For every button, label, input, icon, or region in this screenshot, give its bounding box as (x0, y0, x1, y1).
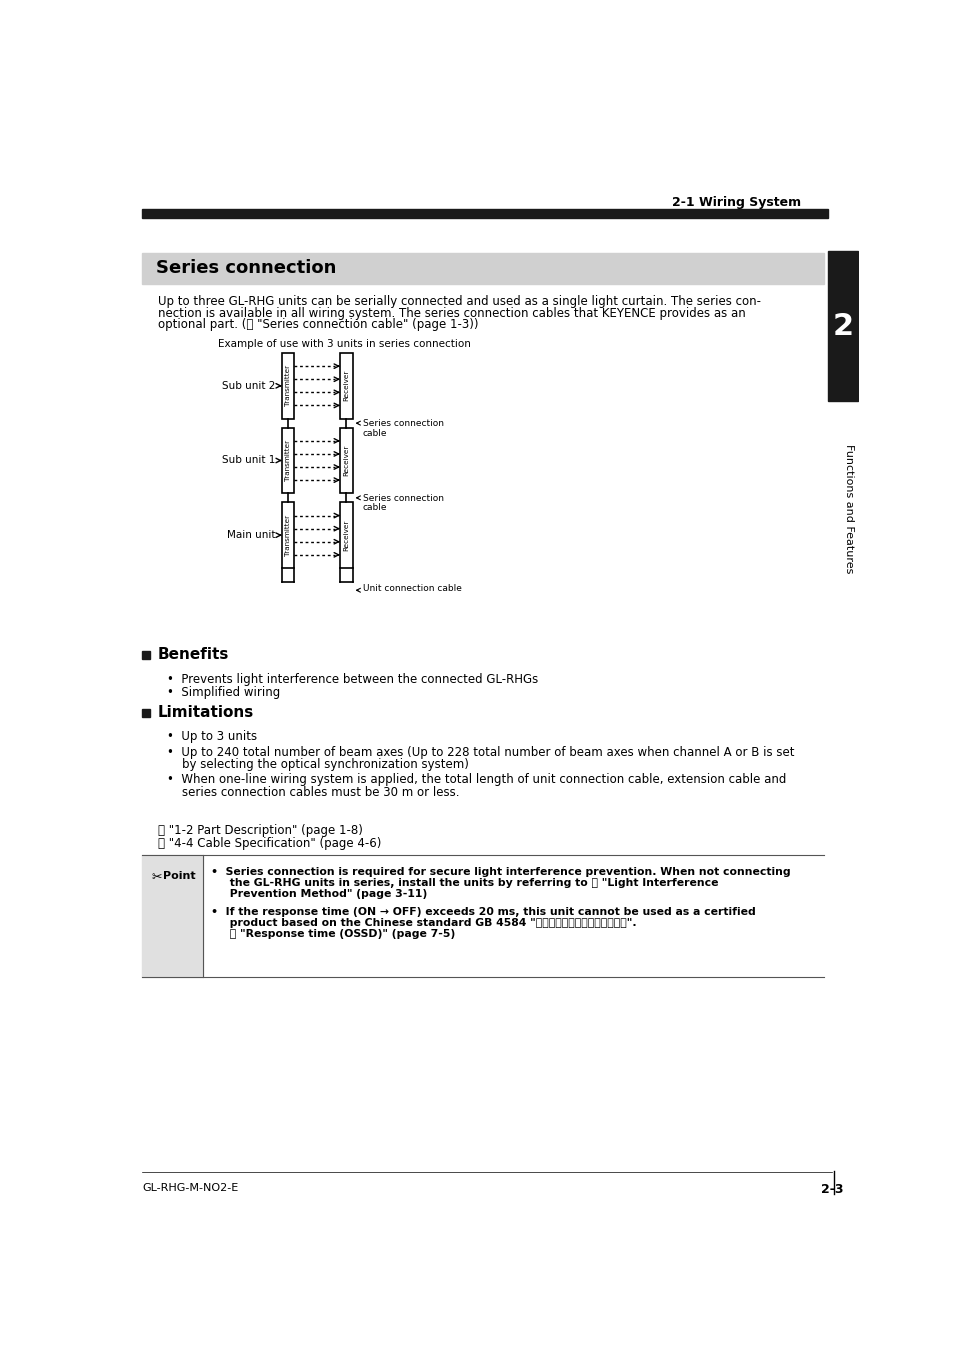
Text: Point: Point (163, 870, 196, 881)
Text: 2-1 Wiring System: 2-1 Wiring System (672, 196, 801, 208)
Text: •  Series connection is required for secure light interference prevention. When : • Series connection is required for secu… (211, 867, 789, 877)
Text: Transmitter: Transmitter (285, 440, 291, 481)
Text: •  If the response time (ON → OFF) exceeds 20 ms, this unit cannot be used as a : • If the response time (ON → OFF) exceed… (211, 908, 755, 917)
Bar (142, 253, 823, 284)
Text: series connection cables must be 30 m or less.: series connection cables must be 30 m or… (167, 786, 459, 798)
Text: Unit connection cable: Unit connection cable (362, 584, 461, 593)
Text: nection is available in all wiring system. The series connection cables that KEY: nection is available in all wiring syste… (158, 307, 745, 320)
Text: ⎕ "1-2 Part Description" (page 1-8): ⎕ "1-2 Part Description" (page 1-8) (158, 824, 362, 838)
Text: 2-3: 2-3 (820, 1183, 842, 1196)
Text: Receiver: Receiver (343, 444, 349, 476)
Bar (142, 651, 150, 659)
Text: the GL-RHG units in series, install the units by referring to ⎕ "Light Interfere: the GL-RHG units in series, install the … (211, 878, 718, 888)
Bar (282, 503, 294, 567)
Text: Sub unit 1: Sub unit 1 (222, 455, 275, 466)
Text: Limitations: Limitations (158, 705, 254, 720)
Text: Receiver: Receiver (343, 370, 349, 401)
Text: ⎕ "4-4 Cable Specification" (page 4-6): ⎕ "4-4 Cable Specification" (page 4-6) (158, 838, 381, 850)
Text: cable: cable (362, 503, 387, 512)
Bar (340, 503, 353, 567)
Text: ✂: ✂ (152, 870, 162, 884)
Bar (282, 428, 294, 493)
Bar (142, 855, 203, 977)
Text: Receiver: Receiver (343, 520, 349, 551)
Text: Functions and Features: Functions and Features (843, 444, 853, 573)
Text: Transmitter: Transmitter (285, 515, 291, 555)
Text: optional part. (⎕ "Series connection cable" (page 1-3)): optional part. (⎕ "Series connection cab… (158, 319, 478, 331)
Text: by selecting the optical synchronization system): by selecting the optical synchronization… (167, 758, 469, 771)
Bar (340, 428, 353, 493)
Text: Series connection: Series connection (362, 419, 443, 428)
Text: •  Up to 240 total number of beam axes (Up to 228 total number of beam axes when: • Up to 240 total number of beam axes (U… (167, 746, 794, 759)
Text: Up to three GL-RHG units can be serially connected and used as a single light cu: Up to three GL-RHG units can be serially… (158, 296, 760, 308)
Bar (282, 353, 294, 419)
Text: •  Simplified wiring: • Simplified wiring (167, 686, 280, 700)
Text: 2: 2 (832, 312, 853, 340)
Bar (142, 709, 150, 716)
Text: Sub unit 2: Sub unit 2 (222, 381, 275, 390)
Text: •  When one-line wiring system is applied, the total length of unit connection c: • When one-line wiring system is applied… (167, 774, 786, 786)
Text: product based on the Chinese standard GB 4584 "压力机用光电保护装置技术条件".: product based on the Chinese standard GB… (211, 919, 636, 928)
Text: cable: cable (362, 428, 387, 438)
Text: Main unit: Main unit (227, 530, 275, 540)
Bar (827, 251, 857, 401)
Bar (142, 209, 827, 218)
Text: Benefits: Benefits (158, 647, 229, 662)
Text: Example of use with 3 units in series connection: Example of use with 3 units in series co… (218, 339, 471, 349)
Bar (340, 353, 353, 419)
Text: Series connection: Series connection (362, 494, 443, 503)
Text: GL-RHG-M-NO2-E: GL-RHG-M-NO2-E (142, 1183, 238, 1193)
Text: Transmitter: Transmitter (285, 365, 291, 407)
Text: ⎕ "Response time (OSSD)" (page 7-5): ⎕ "Response time (OSSD)" (page 7-5) (211, 929, 455, 939)
Text: •  Up to 3 units: • Up to 3 units (167, 731, 257, 743)
Text: Prevention Method" (page 3-11): Prevention Method" (page 3-11) (211, 889, 427, 898)
Text: Series connection: Series connection (156, 259, 336, 277)
Text: •  Prevents light interference between the connected GL-RHGs: • Prevents light interference between th… (167, 673, 538, 685)
